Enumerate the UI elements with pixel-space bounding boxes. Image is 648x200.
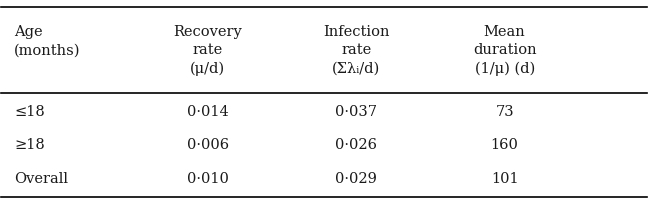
Text: ≤18: ≤18 xyxy=(14,105,45,119)
Text: 0·006: 0·006 xyxy=(187,138,229,152)
Text: Age
(months): Age (months) xyxy=(14,25,81,57)
Text: 160: 160 xyxy=(491,138,518,152)
Text: Mean
duration
(1/μ) (d): Mean duration (1/μ) (d) xyxy=(473,25,537,76)
Text: Overall: Overall xyxy=(14,172,68,186)
Text: Infection
rate
(Σλᵢ/d): Infection rate (Σλᵢ/d) xyxy=(323,25,389,76)
Text: ≥18: ≥18 xyxy=(14,138,45,152)
Text: 0·010: 0·010 xyxy=(187,172,229,186)
Text: 73: 73 xyxy=(495,105,514,119)
Text: 0·029: 0·029 xyxy=(335,172,377,186)
Text: 101: 101 xyxy=(491,172,518,186)
Text: 0·026: 0·026 xyxy=(335,138,377,152)
Text: Recovery
rate
(μ/d): Recovery rate (μ/d) xyxy=(174,25,242,76)
Text: 0·037: 0·037 xyxy=(335,105,377,119)
Text: 0·014: 0·014 xyxy=(187,105,229,119)
